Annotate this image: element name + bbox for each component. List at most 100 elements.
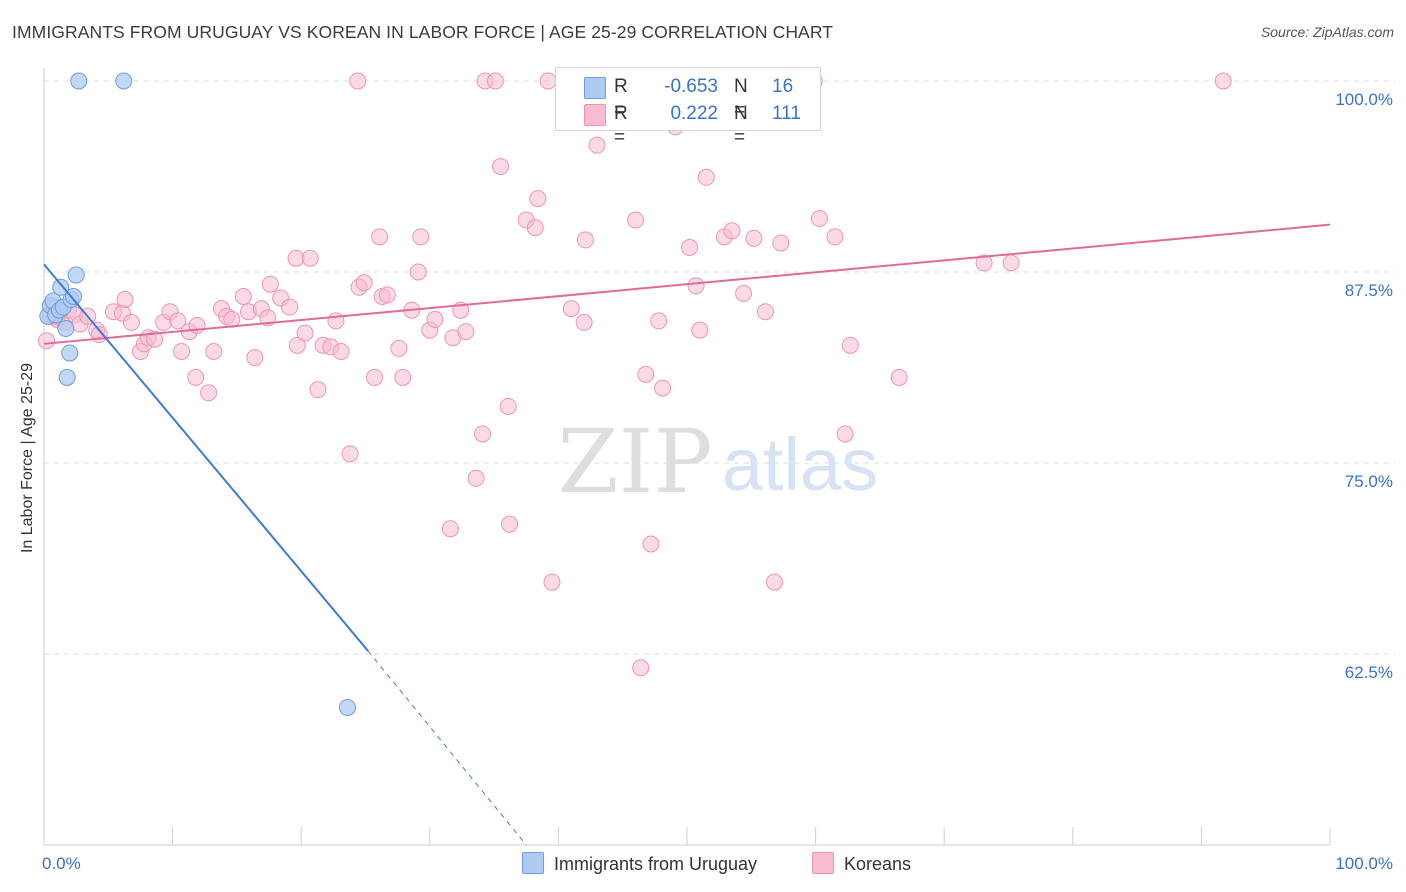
korean-point xyxy=(637,365,655,383)
uruguay-point xyxy=(338,698,356,716)
y-tick-label: 75.0% xyxy=(1345,472,1393,491)
korean-point xyxy=(642,535,660,553)
korean-point xyxy=(975,254,993,272)
uruguay-point xyxy=(65,287,83,305)
korean-point xyxy=(826,228,844,246)
legend-label-korean: Koreans xyxy=(844,854,912,874)
korean-point xyxy=(543,573,561,591)
korean-point xyxy=(836,425,854,443)
y-tick-label: 62.5% xyxy=(1345,663,1393,682)
korean-point xyxy=(499,397,517,415)
watermark-atlas: atlas xyxy=(722,423,878,506)
korean-point xyxy=(390,339,408,357)
korean-points xyxy=(38,72,1232,677)
uruguay-point xyxy=(115,72,133,90)
korean-point xyxy=(371,228,389,246)
korean-point xyxy=(205,342,223,360)
tick-labels: 62.5% 75.0% 87.5% 100.0% 0.0% 100.0% xyxy=(42,90,1393,873)
legend-item-uruguay[interactable]: Immigrants from Uruguay xyxy=(522,851,757,877)
axes xyxy=(43,68,1331,846)
y-tick-label: 100.0% xyxy=(1335,90,1393,109)
uruguay-point xyxy=(61,344,79,362)
korean-point xyxy=(349,72,367,90)
uruguay-swatch xyxy=(522,852,544,874)
uruguay-trend-extension xyxy=(367,650,527,846)
korean-point xyxy=(409,263,427,281)
korean-point xyxy=(687,277,705,295)
watermark: ZIP atlas xyxy=(557,410,878,513)
korean-point xyxy=(474,425,492,443)
uruguay-point xyxy=(57,320,75,338)
korean-point xyxy=(116,291,134,309)
legend-item-korean[interactable]: Koreans xyxy=(812,851,911,877)
x-tick-label: 0.0% xyxy=(42,854,81,873)
korean-point xyxy=(296,324,314,342)
uruguay-points xyxy=(39,72,356,716)
watermark-zip: ZIP xyxy=(557,410,712,513)
korean-point xyxy=(441,520,459,538)
korean-point xyxy=(341,445,359,463)
korean-point xyxy=(426,310,444,328)
korean-point xyxy=(681,239,699,257)
uruguay-point xyxy=(67,266,85,284)
korean-point xyxy=(1214,72,1232,90)
korean-point xyxy=(309,381,327,399)
korean-point xyxy=(281,298,299,316)
korean-point xyxy=(169,312,187,330)
correlation-legend: R = -0.653 N = 16 R = 0.222 N = 111 xyxy=(555,67,821,148)
korean-point xyxy=(486,72,504,90)
r-label: R = xyxy=(614,103,628,148)
korean-point xyxy=(200,384,218,402)
korean-point xyxy=(723,222,741,240)
korean-point xyxy=(539,72,557,90)
korean-point xyxy=(412,228,430,246)
korean-point xyxy=(332,342,350,360)
korean-point xyxy=(772,234,790,252)
korean-point xyxy=(234,287,252,305)
korean-point xyxy=(588,136,606,154)
korean-point xyxy=(187,368,205,386)
korean-point xyxy=(562,300,580,318)
korean-point xyxy=(691,321,709,339)
korean-point xyxy=(38,332,56,350)
korean-point xyxy=(246,349,264,367)
n-value: 111 xyxy=(772,103,801,124)
korean-point xyxy=(697,168,715,186)
korean-point xyxy=(526,219,544,237)
y-axis-label: In Labor Force | Age 25-29 xyxy=(19,362,36,554)
uruguay-point xyxy=(70,72,88,90)
korean-point xyxy=(378,286,396,304)
korean-swatch xyxy=(584,104,606,126)
korean-point xyxy=(355,274,373,292)
korean-point xyxy=(735,284,753,302)
korean-point xyxy=(765,573,783,591)
korean-point xyxy=(756,303,774,321)
korean-point xyxy=(457,323,475,341)
source-label: Source: ZipAtlas.com xyxy=(1260,24,1394,40)
trend-lines xyxy=(43,223,1331,846)
r-label: R = xyxy=(614,76,628,121)
korean-point xyxy=(1002,254,1020,272)
uruguay-point xyxy=(58,368,76,386)
uruguay-trend-line xyxy=(43,263,369,652)
korean-point xyxy=(501,515,519,533)
korean-point xyxy=(173,342,191,360)
korean-swatch xyxy=(812,852,834,874)
korean-point xyxy=(287,249,305,267)
r-value: -0.653 xyxy=(664,76,718,97)
korean-point xyxy=(467,469,485,487)
legend-label-uruguay: Immigrants from Uruguay xyxy=(554,854,758,874)
korean-point xyxy=(627,211,645,229)
korean-point xyxy=(146,330,164,348)
korean-point xyxy=(366,368,384,386)
y-tick-label: 87.5% xyxy=(1345,281,1393,300)
korean-point xyxy=(576,231,594,249)
korean-point xyxy=(122,313,140,331)
korean-point xyxy=(810,210,828,228)
uruguay-swatch xyxy=(584,77,606,99)
korean-point xyxy=(632,659,650,677)
n-label: N = xyxy=(734,76,748,121)
korean-point xyxy=(301,249,319,267)
korean-point xyxy=(288,336,306,354)
korean-point xyxy=(745,229,763,247)
